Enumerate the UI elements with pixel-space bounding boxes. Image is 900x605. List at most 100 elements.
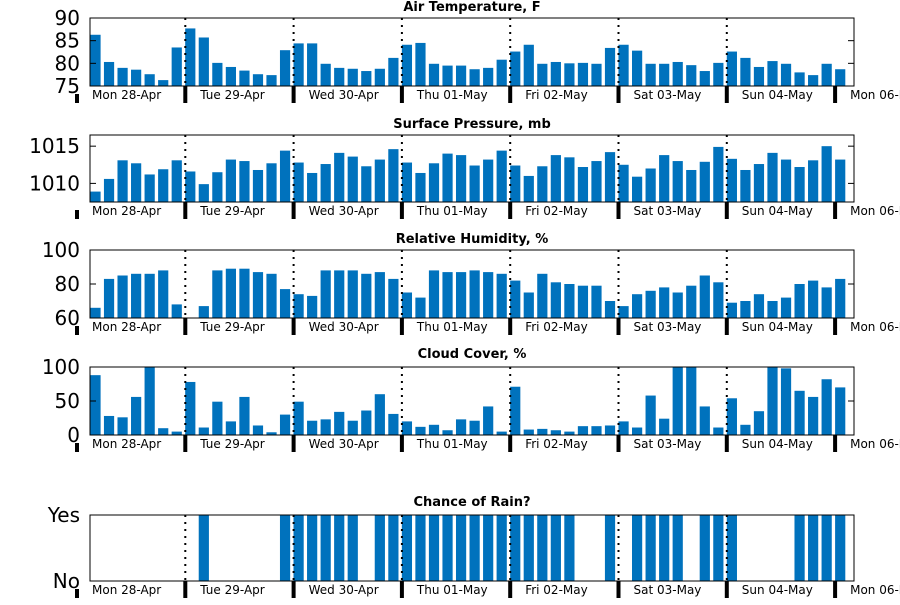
- bar: [320, 164, 331, 202]
- bar: [659, 155, 670, 202]
- bar: [469, 515, 480, 581]
- x-tick-label: Tue 29-Apr: [199, 204, 264, 218]
- bar: [713, 515, 724, 581]
- bar: [307, 515, 318, 581]
- bar: [293, 294, 304, 318]
- x-tick-label: Sat 03-May: [634, 583, 702, 597]
- bar: [510, 386, 521, 435]
- bar: [577, 285, 589, 318]
- bar: [388, 278, 399, 318]
- bar: [767, 301, 778, 318]
- bar: [483, 406, 494, 435]
- x-tick-label: Mon 06-May: [850, 437, 900, 451]
- bar: [442, 65, 453, 86]
- bar: [144, 74, 155, 86]
- y-tick-label: 80: [55, 272, 80, 296]
- bar: [496, 273, 507, 318]
- bar: [198, 37, 209, 86]
- bar: [604, 47, 616, 86]
- bar: [307, 295, 318, 318]
- bar: [90, 191, 101, 202]
- bar: [632, 294, 643, 318]
- bar: [90, 375, 101, 435]
- x-tick-label: Thu 01-May: [416, 88, 488, 102]
- bar: [158, 428, 169, 435]
- bar: [225, 268, 236, 318]
- bar: [334, 270, 345, 318]
- bar: [252, 169, 264, 202]
- bar: [483, 159, 494, 202]
- bar: [618, 306, 629, 318]
- bar: [320, 63, 331, 86]
- bar: [239, 161, 250, 202]
- bar: [374, 515, 385, 581]
- bar: [740, 301, 751, 318]
- bar: [388, 413, 399, 435]
- bar: [604, 301, 616, 318]
- bar: [537, 273, 548, 318]
- bar: [103, 278, 115, 318]
- bar: [171, 431, 182, 435]
- bar: [212, 172, 223, 202]
- bar: [374, 68, 385, 86]
- bar: [428, 270, 440, 318]
- bar: [90, 307, 101, 318]
- axes-box: [89, 514, 855, 582]
- bar: [293, 43, 304, 86]
- bar: [523, 515, 534, 581]
- x-tick-label: Mon 28-Apr: [92, 204, 161, 218]
- x-tick-label: Sun 04-May: [742, 437, 813, 451]
- bar: [469, 69, 480, 86]
- bar: [550, 61, 561, 86]
- y-tick-label: 100: [42, 238, 80, 262]
- bar: [469, 165, 480, 202]
- bar: [483, 272, 494, 318]
- bar: [347, 270, 358, 318]
- bar: [361, 71, 372, 86]
- bar: [158, 270, 169, 318]
- bar: [821, 515, 832, 581]
- bar: [131, 163, 142, 202]
- bar: [713, 427, 724, 435]
- x-tick-label: Wed 30-Apr: [309, 583, 379, 597]
- bar: [510, 280, 521, 318]
- bar-group: [90, 146, 846, 202]
- bar: [117, 275, 128, 318]
- x-tick-label: Tue 29-Apr: [199, 583, 264, 597]
- y-tick-label: 100: [42, 355, 80, 379]
- panel-title: Chance of Rain?: [413, 495, 530, 510]
- bar: [564, 157, 575, 202]
- bar: [645, 168, 656, 202]
- bar: [550, 282, 561, 318]
- bar: [401, 421, 413, 435]
- bar: [103, 61, 115, 86]
- bar: [320, 515, 331, 581]
- bar: [699, 515, 710, 581]
- bar: [591, 285, 602, 318]
- bar: [794, 167, 805, 202]
- bar: [279, 150, 291, 202]
- bar: [767, 367, 778, 435]
- y-tick-label: 1015: [29, 134, 80, 158]
- x-tick-label: Mon 28-Apr: [92, 320, 161, 334]
- x-tick-label: Mon 28-Apr: [92, 437, 161, 451]
- bar: [523, 175, 534, 202]
- bar: [252, 425, 264, 435]
- y-tick-label: 0: [67, 423, 80, 447]
- bar: [550, 155, 561, 202]
- bar: [821, 146, 832, 202]
- x-tick-label: Wed 30-Apr: [309, 437, 379, 451]
- x-tick-label: Wed 30-Apr: [309, 88, 379, 102]
- bar: [753, 164, 765, 202]
- bar: [496, 59, 507, 86]
- bar: [713, 146, 724, 202]
- bar: [279, 515, 291, 581]
- x-tick-label: Fri 02-May: [525, 88, 588, 102]
- bar: [455, 155, 467, 202]
- panel-4: 0 50 100 Mon 28-Apr Tue 29-Apr Wed 30-Apr Thu …: [42, 347, 900, 452]
- bar: [659, 287, 670, 318]
- bar: [618, 421, 629, 435]
- bar: [780, 63, 792, 86]
- bar: [455, 419, 467, 435]
